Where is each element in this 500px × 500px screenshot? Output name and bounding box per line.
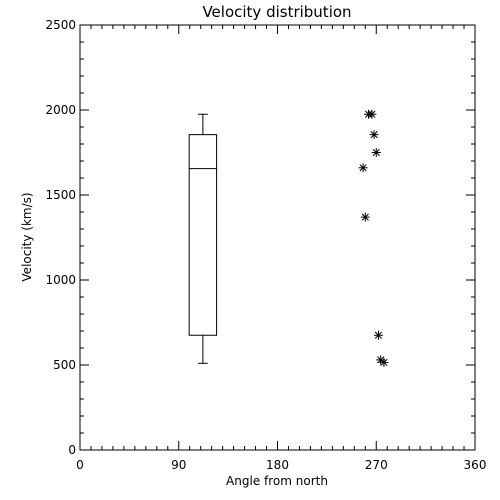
x-tick-label: 270 (365, 458, 388, 472)
y-tick-label: 1500 (45, 188, 76, 202)
scatter-point (358, 163, 368, 173)
asterisk-stroke (374, 331, 383, 339)
scatter-point (367, 109, 377, 119)
asterisk-stroke (380, 358, 388, 367)
asterisk-stroke (361, 213, 369, 221)
asterisk-stroke (368, 110, 376, 118)
scatter-point (360, 212, 370, 222)
box-plot (188, 113, 218, 364)
x-tick-label: 180 (266, 458, 289, 472)
y-tick-label: 2000 (45, 103, 76, 117)
asterisk-stroke (372, 148, 380, 157)
y-tick-label: 500 (53, 358, 76, 372)
chart-title: Velocity distribution (202, 3, 351, 21)
scatter-point (379, 357, 389, 367)
scatter-point (369, 130, 379, 140)
asterisk-stroke (359, 164, 367, 172)
y-tick-label: 0 (68, 443, 76, 457)
scatter-point (371, 148, 381, 157)
x-axis-title: Angle from north (226, 474, 328, 488)
y-axis-title: Velocity (km/s) (20, 192, 34, 281)
axis-tick-labels: 0 90 180 270 360 0 500 1000 1500 2000 2500 (45, 18, 486, 472)
scatter-points (358, 109, 389, 367)
asterisk-stroke (370, 131, 378, 139)
asterisk-stroke (377, 356, 385, 364)
plot-frame (79, 24, 476, 451)
y-tick-label: 1000 (45, 273, 76, 287)
axis-ticks (79, 24, 476, 451)
x-tick-label: 0 (76, 458, 84, 472)
x-tick-label: 360 (464, 458, 487, 472)
x-tick-label: 90 (171, 458, 186, 472)
box-iqr (188, 134, 218, 336)
scatter-point (373, 330, 383, 340)
y-tick-label: 2500 (45, 18, 76, 32)
